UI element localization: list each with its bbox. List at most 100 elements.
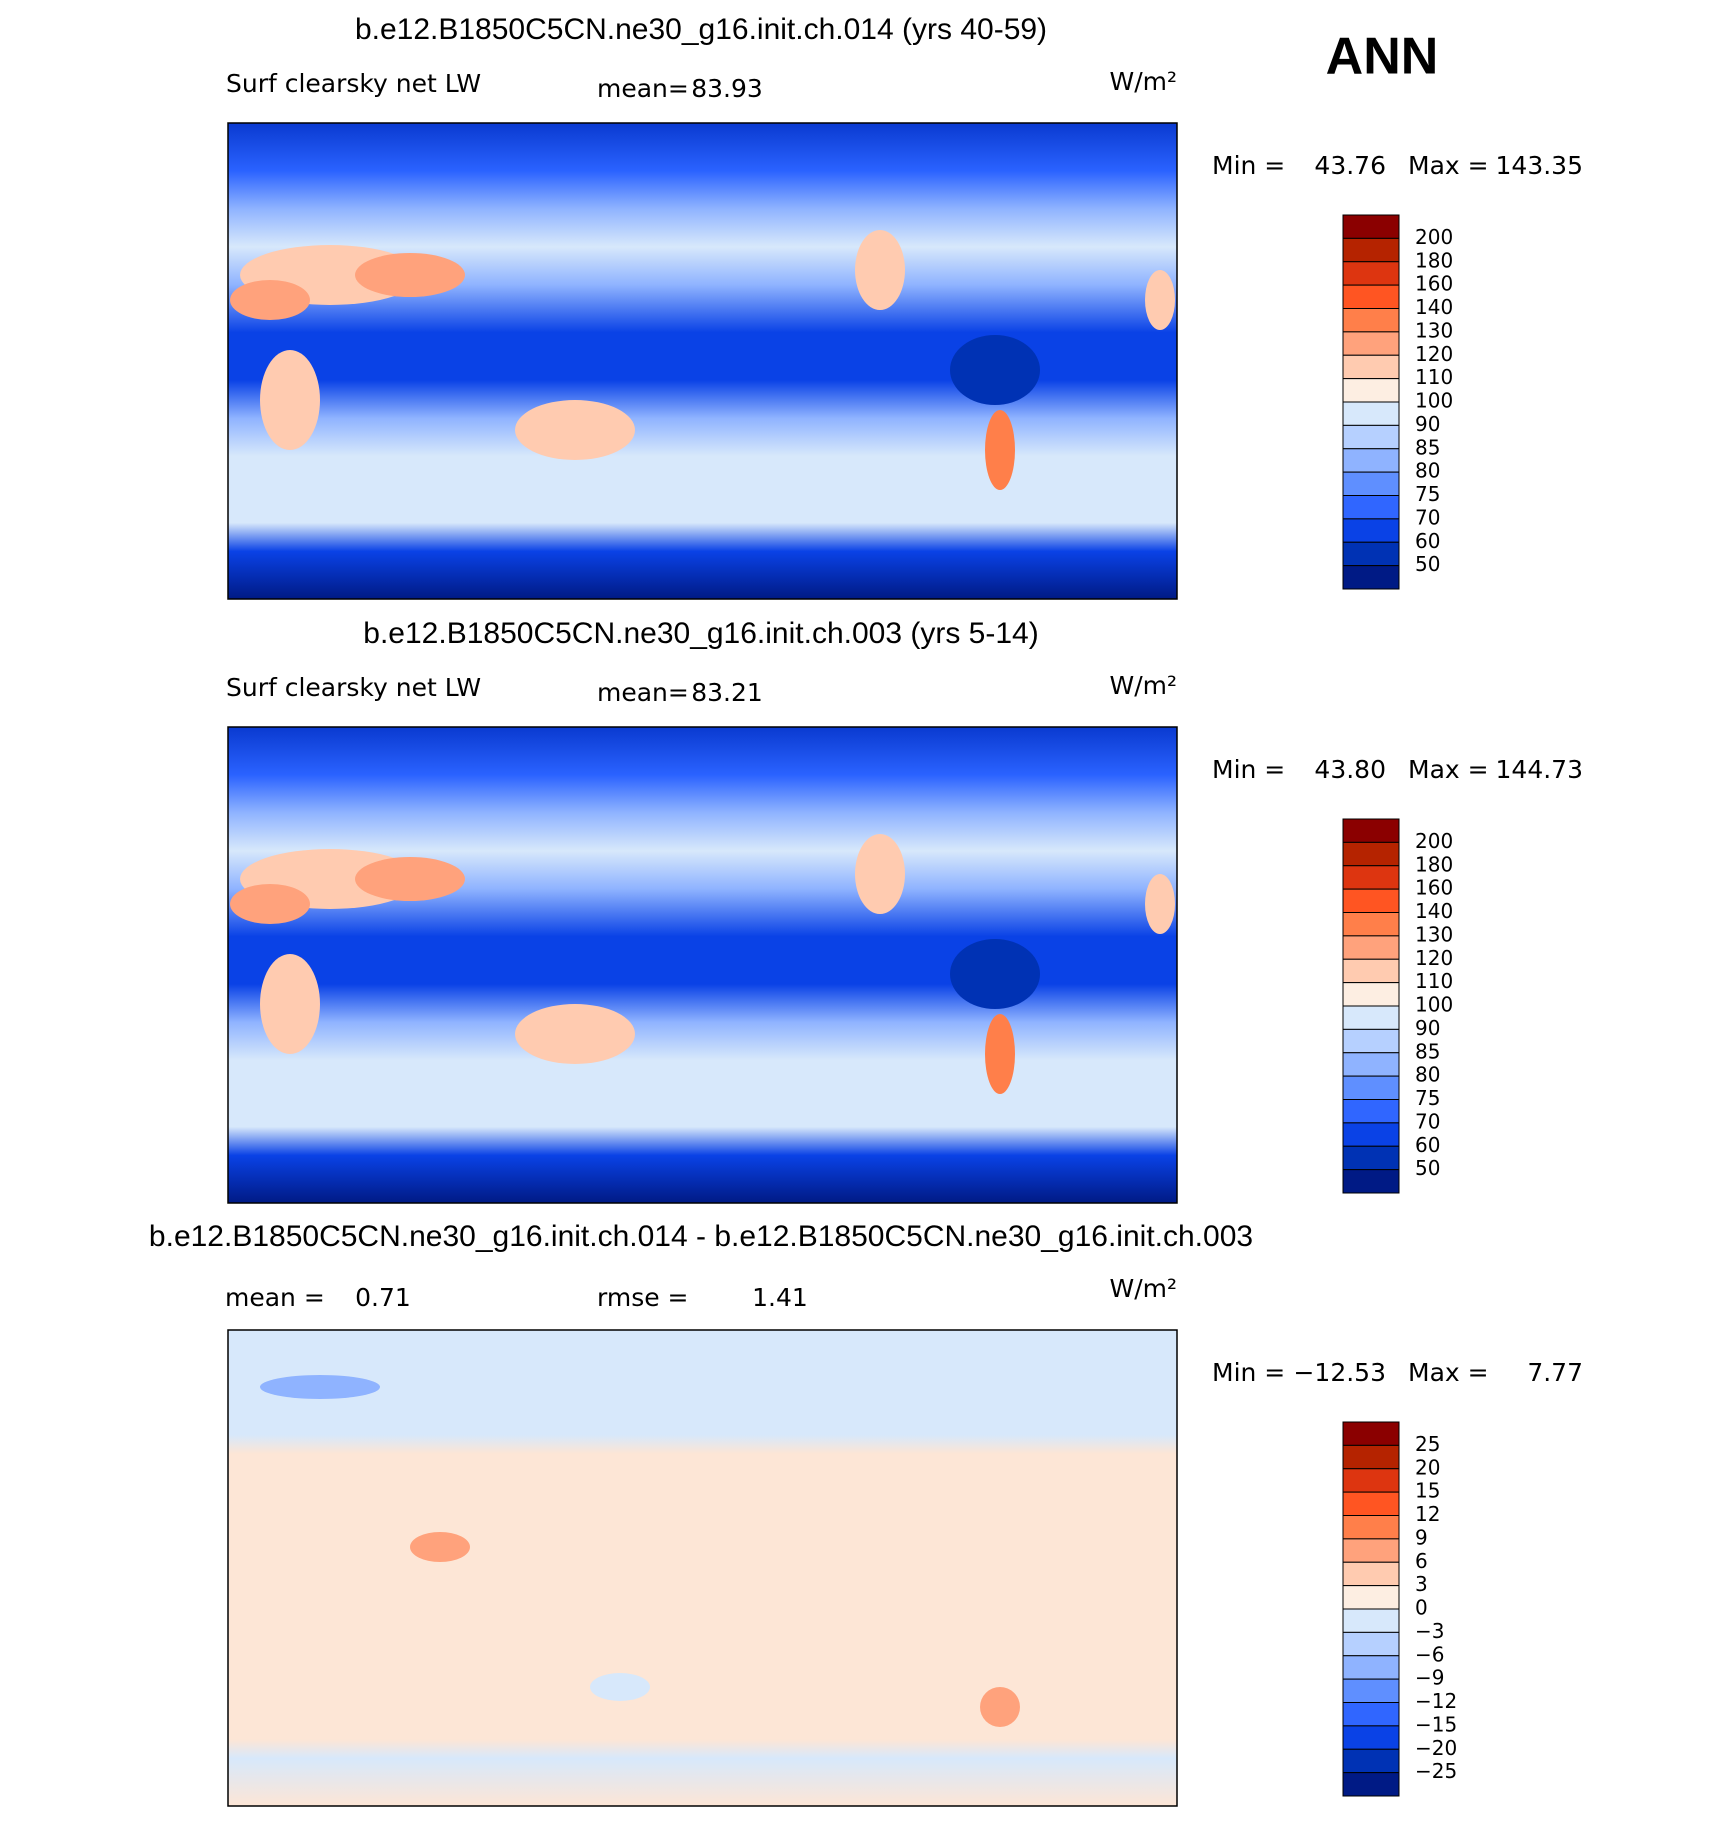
colorbar-label: 130 <box>1415 318 1453 342</box>
colorbar-box <box>1342 1028 1400 1054</box>
colorbar-label: 60 <box>1415 529 1440 553</box>
colorbar-box <box>1342 1444 1400 1470</box>
colorbar-label: 60 <box>1415 1133 1440 1157</box>
map-region <box>985 1014 1015 1094</box>
colorbar-box <box>1342 1515 1400 1540</box>
map-region <box>230 884 310 924</box>
stat-label: mean= <box>597 74 689 103</box>
colorbar-label: 110 <box>1415 969 1453 993</box>
map-region <box>950 335 1040 405</box>
colorbar-label: 50 <box>1415 552 1440 576</box>
season-label: ANN <box>1326 28 1439 86</box>
colorbar-label: −9 <box>1415 1666 1444 1690</box>
map-region <box>515 1004 635 1064</box>
colorbar-box <box>1342 1678 1400 1703</box>
map-region <box>590 1673 650 1701</box>
colorbar-box <box>1342 448 1400 473</box>
panel-title: b.e12.B1850C5CN.ne30_g16.init.ch.014 (yr… <box>355 13 1047 46</box>
max-label: Max = <box>1408 151 1489 180</box>
stat-value: 0.71 <box>355 1283 411 1312</box>
variable-name: Surf clearsky net LW <box>226 673 481 702</box>
colorbar-box <box>1342 958 1400 984</box>
panel-title: b.e12.B1850C5CN.ne30_g16.init.ch.014 - b… <box>149 1220 1253 1253</box>
map-region <box>980 1687 1020 1727</box>
colorbar-box <box>1342 912 1400 937</box>
map-region <box>950 939 1040 1009</box>
variable-name: Surf clearsky net LW <box>226 69 481 98</box>
colorbar-label: 130 <box>1415 922 1453 946</box>
colorbar-box <box>1342 518 1400 543</box>
colorbar-box <box>1342 935 1400 960</box>
colorbar-box <box>1342 284 1400 309</box>
colorbar-label: 25 <box>1415 1432 1440 1456</box>
colorbar-label: 70 <box>1415 505 1440 529</box>
colorbar-box <box>1342 1561 1400 1587</box>
colorbar-box <box>1342 237 1400 263</box>
colorbar-box <box>1342 1748 1400 1774</box>
colorbar-box <box>1342 541 1400 567</box>
colorbar-box <box>1342 1585 1400 1610</box>
colorbar-box <box>1342 1538 1400 1563</box>
colorbar-label: 90 <box>1415 412 1440 436</box>
colorbar-box <box>1342 1145 1400 1171</box>
colorbar-label: 200 <box>1415 225 1453 249</box>
colorbar-box <box>1342 261 1400 286</box>
map-region <box>355 857 465 901</box>
colorbar-label: 120 <box>1415 946 1453 970</box>
colorbar-box <box>1342 1608 1400 1633</box>
min-label: Min = <box>1212 1358 1285 1387</box>
stat-label: mean = <box>225 1283 325 1312</box>
colorbar-label: 75 <box>1415 1086 1440 1110</box>
colorbar-label: 160 <box>1415 876 1453 900</box>
stat-value: 83.93 <box>691 74 763 103</box>
min-label: Min = <box>1212 755 1285 784</box>
units: W/m² <box>1109 67 1177 96</box>
min-label: Min = <box>1212 151 1285 180</box>
colorbar-label: 20 <box>1415 1455 1440 1479</box>
colorbar-box <box>1342 1491 1400 1516</box>
max-value: 7.77 <box>1527 1358 1583 1387</box>
map-frame <box>227 122 1178 600</box>
colorbar-box <box>1342 1702 1400 1727</box>
colorbar-box <box>1342 982 1400 1007</box>
max-value: 143.35 <box>1496 151 1583 180</box>
max-label: Max = <box>1408 755 1489 784</box>
colorbar-box <box>1342 354 1400 380</box>
colorbar-box <box>1342 1122 1400 1147</box>
colorbar-box <box>1342 1631 1400 1657</box>
colorbar-label: 90 <box>1415 1016 1440 1040</box>
colorbar-label: 15 <box>1415 1479 1440 1503</box>
colorbar-label: −12 <box>1415 1689 1457 1713</box>
colorbar-box <box>1342 401 1400 426</box>
map-region <box>355 253 465 297</box>
colorbar-box <box>1342 1655 1400 1680</box>
map-region <box>1145 270 1175 330</box>
panel-title: b.e12.B1850C5CN.ne30_g16.init.ch.003 (yr… <box>363 617 1038 650</box>
colorbar-label: 6 <box>1415 1549 1428 1573</box>
map-region <box>1145 874 1175 934</box>
colorbar-box <box>1342 1725 1400 1750</box>
colorbar-label: 100 <box>1415 993 1453 1017</box>
colorbar-label: −6 <box>1415 1642 1444 1666</box>
map-region <box>985 410 1015 490</box>
colorbar-label: −25 <box>1415 1759 1457 1783</box>
colorbar-box <box>1342 495 1400 520</box>
colorbar-box <box>1342 1005 1400 1030</box>
colorbar-box <box>1342 1169 1400 1194</box>
colorbar-label: 110 <box>1415 365 1453 389</box>
colorbar-label: −15 <box>1415 1712 1457 1736</box>
map-region <box>855 230 905 310</box>
colorbar-box <box>1342 818 1400 843</box>
colorbar-label: 80 <box>1415 1063 1440 1087</box>
colorbar-label: 180 <box>1415 248 1453 272</box>
colorbar-label: 0 <box>1415 1596 1428 1620</box>
colorbar-box <box>1342 471 1400 496</box>
colorbar-box <box>1342 331 1400 356</box>
colorbar-label: 70 <box>1415 1109 1440 1133</box>
colorbar-label: 9 <box>1415 1525 1428 1549</box>
colorbar-box <box>1342 214 1400 239</box>
units: W/m² <box>1109 671 1177 700</box>
colorbar-box <box>1342 1052 1400 1077</box>
colorbar-label: 50 <box>1415 1156 1440 1180</box>
